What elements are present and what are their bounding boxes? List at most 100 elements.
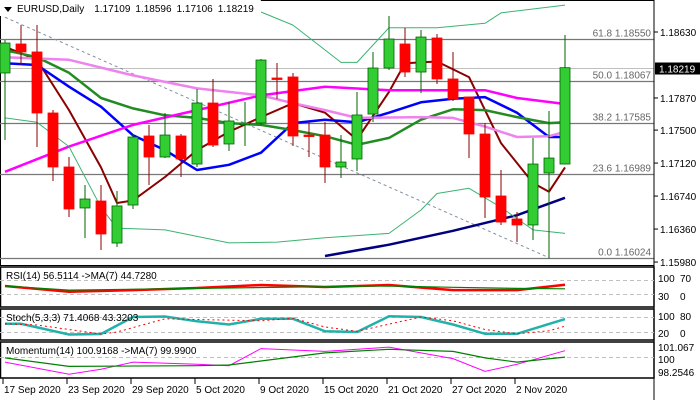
momentum-panel: Momentum(14) 100.9168 ->MA(7) 99.9900 101…	[0, 341, 695, 379]
candle-body	[95, 200, 107, 235]
candle-body	[527, 163, 539, 226]
header-background	[0, 0, 261, 16]
candle	[559, 34, 571, 165]
date-tick-label: 2 Nov 2020	[516, 385, 568, 396]
price-tick-label: 1.16360	[660, 225, 697, 236]
price-tick-label: 1.15980	[660, 258, 697, 269]
candle	[175, 133, 187, 177]
collapse-triangle-icon[interactable]	[4, 7, 12, 12]
price-tick-label: 1.17500	[660, 126, 697, 137]
candle	[207, 78, 219, 148]
candle-body	[399, 43, 411, 73]
candle	[31, 24, 43, 148]
candle-body	[367, 67, 379, 115]
candle-body	[47, 112, 59, 168]
fib-level-label: 23.6 1.16989	[593, 164, 652, 175]
candle	[15, 24, 27, 65]
rsi-series-line	[4, 285, 566, 291]
candle-body	[15, 43, 27, 53]
candle-body	[223, 120, 235, 145]
stoch-scale-label: 80	[680, 312, 692, 323]
candle	[399, 28, 411, 77]
fib-level-label: 50.0 1.18067	[593, 71, 652, 82]
candle-body	[271, 77, 283, 80]
candle	[79, 184, 91, 238]
stoch-scale-label: 100	[658, 312, 675, 323]
price-tick-label: 1.16740	[660, 192, 697, 203]
candle-body	[143, 135, 155, 158]
candle	[383, 16, 395, 71]
candle	[159, 112, 171, 159]
candle-body	[479, 133, 491, 198]
moving-average-line	[4, 85, 566, 173]
candle	[143, 124, 155, 185]
ohlc-open: 1.17109	[94, 4, 131, 15]
candle	[271, 62, 283, 100]
candle	[543, 110, 555, 259]
stoch-series-line	[5, 315, 566, 336]
ohlc-low: 1.17106	[177, 4, 214, 15]
candle	[191, 89, 203, 167]
candle-body	[319, 134, 331, 168]
ohlc-close: 1.18219	[218, 4, 255, 15]
candle-body	[159, 134, 171, 158]
date-tick-label: 27 Oct 2020	[452, 385, 507, 396]
candle	[0, 39, 11, 140]
fib-level-label: 0.0 1.16024	[598, 248, 651, 259]
candle-body	[335, 161, 347, 168]
date-tick-label: 17 Sep 2020	[4, 385, 61, 396]
candle-body	[383, 38, 395, 69]
candle-body	[431, 37, 443, 80]
candle-body	[63, 166, 75, 210]
candle	[479, 122, 491, 219]
rsi-label: RSI(14) 56.5114 ->MA(7) 44.7280	[6, 271, 157, 282]
candle	[335, 135, 347, 179]
candle	[223, 101, 235, 152]
price-tick-label: 1.17870	[660, 94, 697, 105]
rsi-scale-label: 100	[658, 274, 675, 285]
rsi-series-line	[4, 283, 566, 294]
date-tick-label: 9 Oct 2020	[260, 385, 309, 396]
candle	[303, 122, 315, 157]
candle-body	[415, 36, 427, 73]
candle	[47, 110, 59, 181]
moving-average-line	[4, 55, 566, 139]
momentum-scale-label: 101.067	[658, 343, 695, 354]
fib-level-label: 61.8 1.18550	[593, 29, 652, 40]
date-tick-label: 15 Oct 2020	[324, 385, 379, 396]
stochastic-panel: Stoch(5,3,3) 71.4068 43.3203 100 80 20 0	[0, 308, 692, 341]
candle-body	[543, 157, 555, 174]
candle-body	[175, 135, 187, 160]
momentum-series-line	[4, 346, 566, 375]
candle	[351, 91, 363, 171]
ohlc-high: 1.18596	[135, 4, 172, 15]
price-tick-label: 1.17120	[660, 159, 697, 170]
rsi-scale-label: 70	[680, 274, 692, 285]
candle	[127, 133, 139, 209]
momentum-label: Momentum(14) 100.9168 ->MA(7) 99.9900	[6, 346, 197, 357]
candle	[239, 101, 251, 146]
candle-body	[31, 51, 43, 114]
date-tick-label: 29 Sep 2020	[132, 385, 189, 396]
date-tick-label: 5 Oct 2020	[196, 385, 245, 396]
rsi-scale-label: 0	[680, 292, 686, 303]
current-price-label: 1.18219	[659, 65, 696, 76]
candle	[527, 137, 539, 240]
rsi-scale-label: 30	[658, 292, 670, 303]
momentum-scale-label: 98.2546	[658, 368, 695, 379]
candle	[95, 184, 107, 250]
candle-body	[303, 134, 315, 137]
date-tick-label: 21 Oct 2020	[388, 385, 443, 396]
candle-body	[255, 59, 267, 124]
stoch-scale-label: 20	[658, 329, 670, 340]
rsi-panel: RSI(14) 56.5114 ->MA(7) 44.7280 100 70 30 0	[0, 266, 692, 308]
date-tick-label: 23 Sep 2020	[68, 385, 125, 396]
candle-body	[0, 42, 11, 74]
candle-body	[495, 195, 507, 223]
candle	[511, 211, 523, 242]
candle-body	[559, 67, 571, 165]
momentum-panel-frame	[0, 341, 655, 379]
candle	[495, 170, 507, 225]
